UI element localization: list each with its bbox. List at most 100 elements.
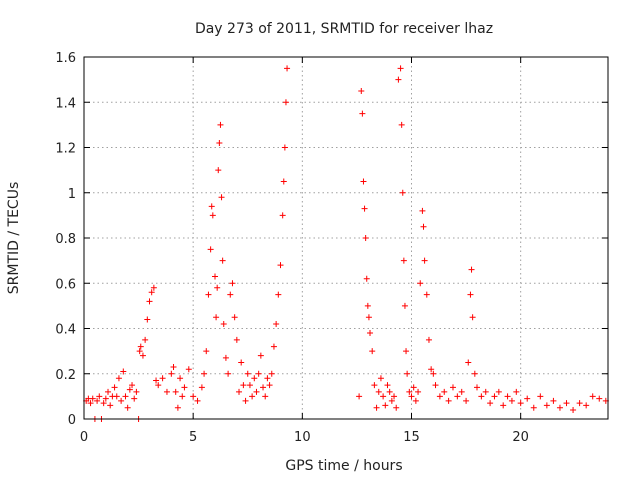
data-point-marker — [253, 388, 260, 395]
data-point-marker — [589, 393, 596, 400]
data-point-marker — [367, 330, 374, 337]
data-point-marker — [517, 400, 524, 407]
data-point-marker — [369, 348, 376, 355]
data-point-marker — [150, 284, 157, 291]
data-point-marker — [412, 397, 419, 404]
ticks-layer: 0 5 10 15 20 0 0.2 0.4 0.6 0.8 1 1.2 1.4 1.6 — [55, 51, 608, 445]
data-point-marker — [570, 406, 577, 413]
data-point-marker — [445, 397, 452, 404]
data-point-marker — [172, 388, 179, 395]
data-point-marker — [177, 375, 184, 382]
data-point-marker — [359, 110, 366, 117]
data-point-marker — [216, 139, 223, 146]
data-point-marker — [583, 402, 590, 409]
data-point-marker — [441, 388, 448, 395]
data-point-marker — [469, 314, 476, 321]
data-point-marker — [181, 384, 188, 391]
data-point-marker — [454, 393, 461, 400]
y-tick-label: 0.4 — [55, 323, 76, 338]
data-point-marker — [212, 273, 218, 280]
data-point-marker — [218, 194, 225, 201]
data-point-marker — [375, 388, 382, 395]
data-point-marker — [403, 348, 410, 355]
data-point-marker — [246, 382, 253, 389]
y-tick-label: 0 — [68, 413, 76, 428]
data-point-marker — [229, 280, 236, 287]
data-point-marker — [148, 289, 155, 296]
data-point-marker — [159, 375, 166, 382]
data-point-marker — [139, 352, 146, 359]
y-tick-label: 0.2 — [55, 368, 76, 383]
data-point-marker — [284, 65, 291, 72]
data-point-marker — [468, 266, 475, 273]
data-point-marker — [500, 402, 507, 409]
data-point-marker — [129, 382, 136, 389]
data-point-marker — [408, 393, 415, 400]
data-point-marker — [508, 397, 515, 404]
data-point-marker — [458, 388, 465, 395]
data-point-marker — [491, 393, 498, 400]
data-point-marker — [102, 395, 109, 402]
data-point-marker — [219, 257, 226, 264]
data-point-marker — [249, 393, 256, 400]
data-point-marker — [113, 393, 120, 400]
data-point-marker — [373, 404, 380, 411]
y-tick-label: 1.2 — [55, 142, 76, 157]
grid-layer — [84, 57, 608, 419]
data-point-marker — [107, 402, 114, 409]
data-point-marker — [131, 395, 138, 402]
data-point-marker — [430, 370, 437, 377]
data-point-marker — [217, 121, 224, 128]
data-point-marker — [530, 404, 537, 411]
data-point-marker — [364, 302, 371, 309]
data-point-marker — [380, 393, 387, 400]
data-point-marker — [124, 404, 131, 411]
data-point-marker — [423, 291, 430, 298]
data-point-marker — [207, 246, 214, 253]
y-tick-label: 1.4 — [55, 96, 76, 111]
data-point-marker — [504, 393, 511, 400]
x-tick-label: 0 — [80, 430, 88, 445]
data-point-marker — [264, 375, 271, 382]
data-point-marker — [404, 370, 411, 377]
data-point-marker — [115, 375, 122, 382]
data-point-marker — [96, 393, 103, 400]
data-point-marker — [428, 366, 435, 373]
data-point-marker — [209, 212, 216, 219]
data-point-marker — [495, 388, 502, 395]
data-point-marker — [215, 167, 222, 174]
data-point-marker — [465, 359, 472, 366]
data-point-marker — [487, 400, 494, 407]
data-point-marker — [203, 348, 210, 355]
data-point-marker — [393, 404, 400, 411]
data-point-marker — [240, 382, 247, 389]
data-point-marker — [122, 393, 129, 400]
y-tick-label: 1.6 — [55, 51, 76, 66]
data-point-marker — [262, 393, 269, 400]
data-point-marker — [363, 275, 370, 282]
data-point-marker — [220, 320, 227, 327]
data-point-marker — [244, 370, 251, 377]
data-point-marker — [238, 359, 245, 366]
data-point-marker — [556, 404, 563, 411]
data-point-marker — [425, 336, 432, 343]
data-point-marker — [277, 262, 284, 269]
data-point-marker — [225, 370, 232, 377]
data-point-marker — [174, 404, 181, 411]
data-point-marker — [208, 203, 215, 210]
data-point-marker — [111, 384, 118, 391]
data-point-marker — [436, 393, 443, 400]
data-point-marker — [233, 336, 240, 343]
data-point-marker — [365, 314, 372, 321]
data-point-marker — [213, 314, 220, 321]
data-point-marker — [406, 388, 413, 395]
data-point-marker — [87, 400, 94, 407]
data-point-marker — [596, 395, 603, 402]
x-tick-label: 20 — [512, 430, 529, 445]
data-point-marker — [133, 388, 140, 395]
data-point-marker — [155, 382, 162, 389]
data-point-marker — [142, 336, 149, 343]
data-point-marker — [524, 395, 531, 402]
x-tick-label: 15 — [403, 430, 420, 445]
data-point-marker — [170, 363, 177, 370]
